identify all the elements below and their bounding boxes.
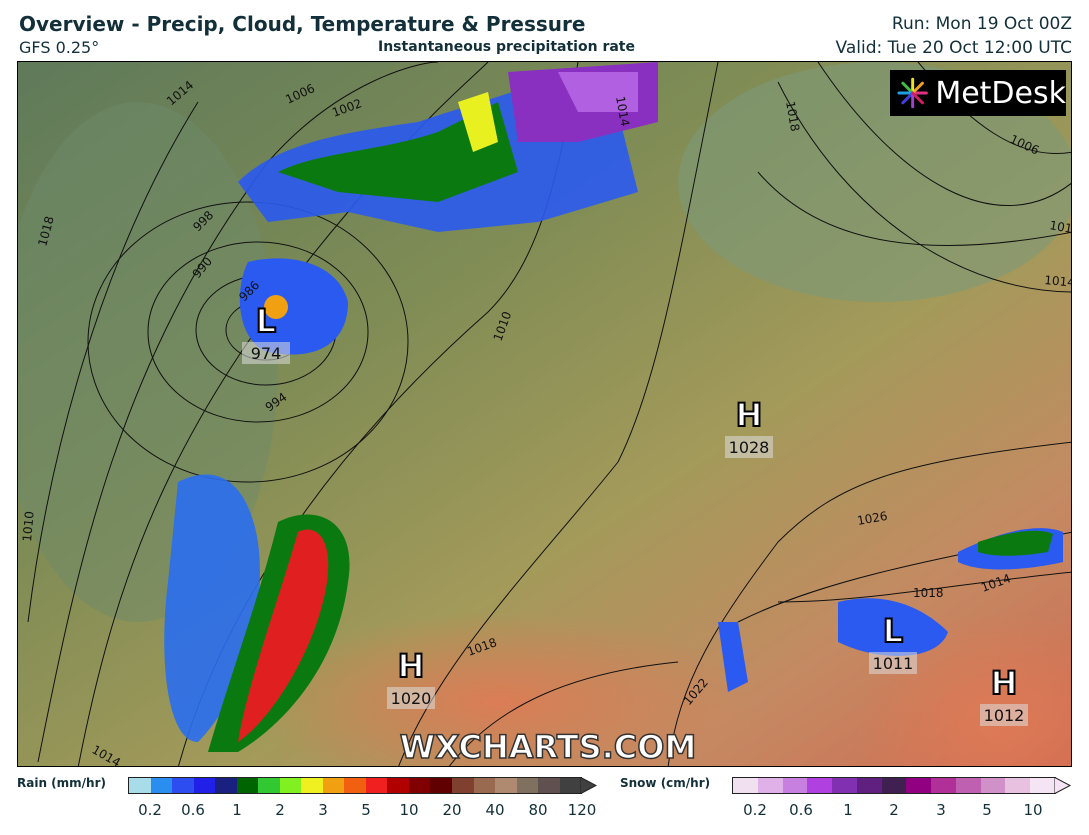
- colorbar-tick-label: 0.2: [138, 801, 162, 819]
- chart-subtitle: Instantaneous precipitation rate: [378, 39, 635, 55]
- snow-legend-label: Snow (cm/hr): [620, 776, 711, 790]
- colorbar-tick-label: 0.6: [789, 801, 813, 819]
- colorbar-swatch: [906, 778, 932, 793]
- valid-time: Valid: Tue 20 Oct 12:00 UTC: [835, 38, 1072, 58]
- colorbar-swatch: [408, 778, 431, 793]
- pressure-value: 974: [251, 344, 282, 363]
- pressure-value-box: [725, 436, 773, 458]
- snow-colorbar: [732, 777, 1056, 794]
- logo-burst-icon: [897, 77, 928, 109]
- colorbar-tick-label: 40: [485, 801, 505, 819]
- colorbar-swatch: [807, 778, 833, 793]
- weather-map: 1014 1006 1002 998 1018 990 986 994 1010 1010 1014…: [17, 61, 1072, 767]
- colorbar-swatch: [193, 778, 216, 793]
- colorbar-swatch: [430, 778, 452, 793]
- colorbar-swatch: [931, 778, 956, 793]
- isobar-label: 1018: [913, 586, 944, 600]
- pressure-value-box: [387, 687, 435, 709]
- model-name: GFS 0.25°: [19, 38, 100, 57]
- colorbar-tick-label: 3: [936, 801, 946, 819]
- low-pressure-marker: L: [883, 612, 903, 650]
- colorbar-tick-label: 10: [399, 801, 419, 819]
- cloud-region: [678, 62, 1071, 302]
- colorbar-tick-label: 10: [1023, 801, 1043, 819]
- logo-text: MetDesk: [935, 75, 1066, 111]
- colorbar-tick-label: 1: [232, 801, 242, 819]
- metdesk-logo: MetDesk: [890, 70, 1066, 116]
- colorbar-swatch: [538, 778, 560, 793]
- precipitation: [164, 62, 1063, 752]
- colorbar-tick-label: 2: [889, 801, 899, 819]
- colorbar-swatch: [782, 778, 808, 793]
- rain-colorbar-arrow: [580, 777, 598, 794]
- colorbar-swatch: [856, 778, 882, 793]
- colorbar-swatch: [757, 778, 783, 793]
- pressure-value: 1011: [873, 654, 914, 673]
- isobar-label: 1018: [783, 100, 802, 133]
- run-time: Run: Mon 19 Oct 00Z: [891, 14, 1072, 34]
- colorbar-tick-label: 0.2: [743, 801, 767, 819]
- colorbar-swatch: [387, 778, 409, 793]
- colorbar-tick-label: 5: [361, 801, 371, 819]
- colorbar-swatch: [322, 778, 345, 793]
- isobar-label: 1010: [1048, 218, 1072, 237]
- colorbar-swatch: [365, 778, 388, 793]
- colorbar-tick-label: 20: [442, 801, 462, 819]
- pressure-value: 1028: [729, 438, 770, 457]
- chart-title: Overview - Precip, Cloud, Temperature & …: [19, 12, 586, 36]
- colorbar-swatch: [150, 778, 173, 793]
- pressure-value-box: [869, 652, 917, 674]
- pressure-value-box: [980, 704, 1028, 726]
- rain-legend-label: Rain (mm/hr): [17, 776, 106, 790]
- colorbar-swatch: [881, 778, 907, 793]
- isobar-label: 1014: [613, 95, 632, 128]
- isobar-label: 1010: [20, 511, 37, 543]
- snow-colorbar-arrow: [1054, 777, 1072, 794]
- high-pressure-marker: H: [398, 647, 425, 685]
- colorbar-swatch: [129, 778, 151, 793]
- isobar-label: 1026: [856, 509, 889, 528]
- watermark: WXCHARTS.COM: [400, 728, 697, 766]
- colorbar-swatch: [258, 778, 280, 793]
- colorbar-tick-label: 2: [275, 801, 285, 819]
- colorbar-swatch: [279, 778, 302, 793]
- colorbar-swatch: [301, 778, 323, 793]
- high-pressure-marker: H: [736, 396, 763, 434]
- colorbar-swatch: [236, 778, 259, 793]
- colorbar-tick-label: 0.6: [181, 801, 205, 819]
- map-canvas: 1014 100610029981018990986994101010101014…: [18, 62, 1072, 766]
- colorbar-swatch: [832, 778, 857, 793]
- colorbar-tick-label: 3: [318, 801, 328, 819]
- colorbar-tick-label: 80: [528, 801, 548, 819]
- warm-region: [248, 612, 748, 766]
- colorbar-swatch: [955, 778, 981, 793]
- low-pressure-marker: L: [256, 302, 276, 340]
- pressure-value: 1012: [984, 706, 1025, 725]
- colorbar-swatch: [215, 778, 237, 793]
- colorbar-swatch: [516, 778, 539, 793]
- pressure-centers: L 974 H 1028 L 1011 H 1012 H 1020: [242, 301, 1028, 726]
- colorbar-tick-label: 5: [982, 801, 992, 819]
- rain-colorbar: [128, 777, 582, 794]
- colorbar-swatch: [344, 778, 366, 793]
- colorbar-swatch: [1005, 778, 1031, 793]
- pressure-value: 1020: [391, 689, 432, 708]
- colorbar-tick-label: 120: [567, 801, 597, 819]
- colorbar-swatch: [495, 778, 517, 793]
- colorbar-swatch: [451, 778, 474, 793]
- colorbar-swatch: [559, 778, 582, 793]
- colorbar-swatch: [172, 778, 194, 793]
- isobar-label: 1014: [1044, 273, 1072, 290]
- colorbar-swatch: [733, 778, 758, 793]
- colorbar-tick-label: 1: [843, 801, 853, 819]
- colorbar-swatch: [473, 778, 496, 793]
- high-pressure-marker: H: [991, 664, 1018, 702]
- pressure-value-box: [242, 342, 290, 364]
- colorbar-swatch: [1030, 778, 1055, 793]
- colorbar-swatch: [980, 778, 1006, 793]
